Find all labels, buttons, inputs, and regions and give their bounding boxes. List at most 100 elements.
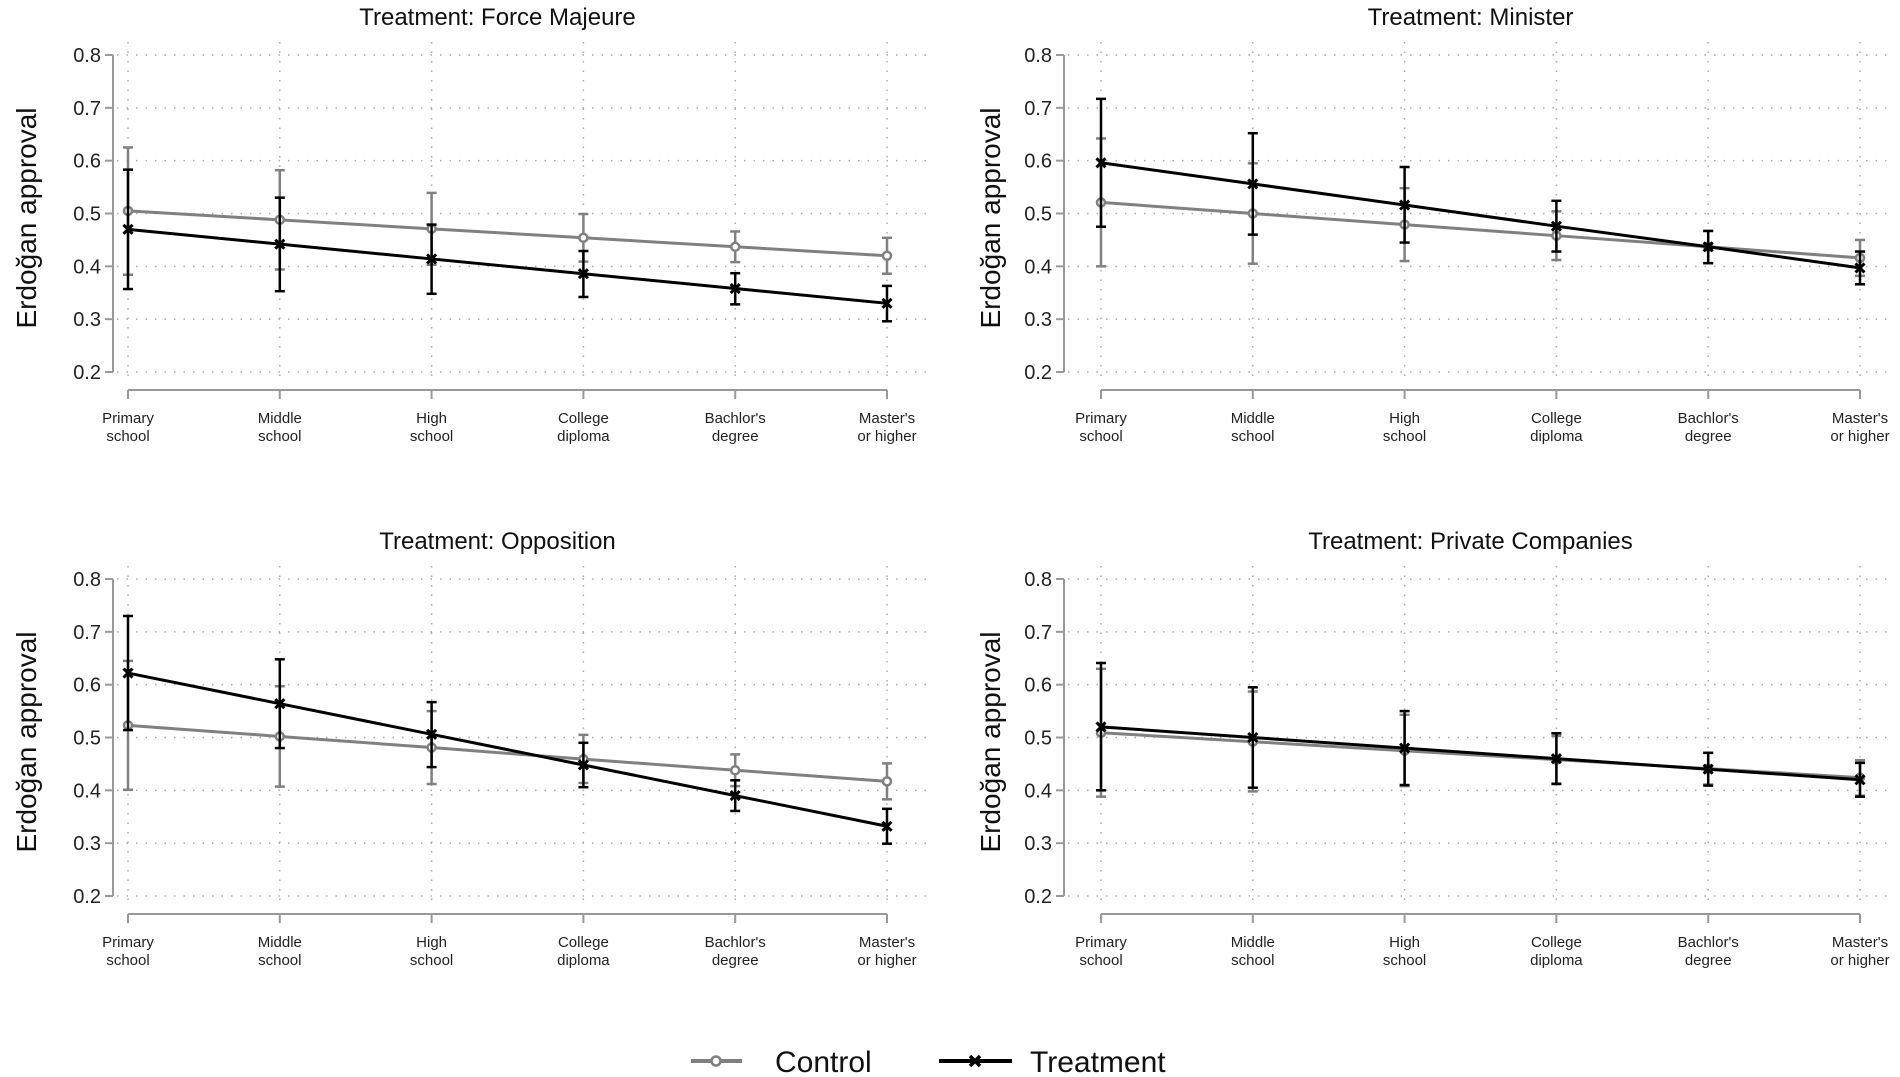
x-tick-label: diploma bbox=[557, 428, 610, 445]
data-point bbox=[274, 698, 286, 710]
y-tick-label: 0.7 bbox=[1024, 98, 1052, 120]
chart-panel: Treatment: Opposition Erdoğan approval 0.2… bbox=[11, 528, 927, 969]
x-tick-label: degree bbox=[1685, 952, 1732, 969]
x-tick-label: Master's bbox=[859, 410, 915, 427]
y-tick-label: 0.8 bbox=[73, 569, 101, 591]
x-tick-label: degree bbox=[712, 428, 759, 445]
x-tick-label: Primary bbox=[1075, 410, 1127, 427]
x-tick-label: or higher bbox=[857, 952, 916, 969]
x-tick-label: College bbox=[1531, 934, 1582, 951]
y-axis-label: Erdoğan approval bbox=[975, 107, 1006, 328]
series-control bbox=[122, 659, 893, 801]
x-tick-label: school bbox=[1383, 952, 1426, 969]
y-tick-label: 0.6 bbox=[1024, 675, 1052, 697]
legend-treatment-label: Treatment bbox=[1030, 1046, 1166, 1077]
y-tick-label: 0.7 bbox=[73, 98, 101, 120]
y-tick-label: 0.8 bbox=[1024, 569, 1052, 591]
panel-title: Treatment: Opposition bbox=[379, 528, 616, 555]
y-tick-label: 0.8 bbox=[1024, 45, 1052, 67]
x-tick-label: Primary bbox=[1075, 934, 1127, 951]
x-tick-label: diploma bbox=[557, 952, 610, 969]
x-tick-label: High bbox=[416, 410, 447, 427]
data-point bbox=[274, 238, 286, 250]
x-tick-label: school bbox=[1383, 428, 1426, 445]
series-line bbox=[127, 671, 888, 828]
series-line bbox=[1100, 200, 1861, 260]
data-point bbox=[1247, 178, 1259, 190]
x-tick-label: Bachlor's bbox=[705, 934, 766, 951]
y-tick-label: 0.4 bbox=[73, 256, 101, 278]
x-tick-label: Middle bbox=[1231, 934, 1275, 951]
y-tick-label: 0.7 bbox=[73, 622, 101, 644]
series-treatment bbox=[122, 168, 893, 323]
x-tick-label: Bachlor's bbox=[705, 410, 766, 427]
x-tick-label: school bbox=[410, 952, 453, 969]
y-tick-label: 0.7 bbox=[1024, 622, 1052, 644]
y-tick-label: 0.3 bbox=[1024, 309, 1052, 331]
series-treatment bbox=[122, 614, 893, 845]
series-line bbox=[127, 209, 888, 258]
y-tick-label: 0.4 bbox=[1024, 780, 1052, 802]
y-tick-label: 0.3 bbox=[73, 309, 101, 331]
y-tick-label: 0.6 bbox=[73, 675, 101, 697]
x-tick-label: Primary bbox=[102, 410, 154, 427]
y-axis-label: Erdoğan approval bbox=[11, 631, 42, 852]
y-tick-label: 0.3 bbox=[73, 833, 101, 855]
y-tick-label: 0.2 bbox=[73, 886, 101, 908]
y-tick-label: 0.8 bbox=[73, 45, 101, 67]
legend: Control Treatment bbox=[691, 1046, 1166, 1077]
data-point bbox=[122, 667, 134, 679]
y-tick-label: 0.5 bbox=[73, 204, 101, 226]
x-tick-label: school bbox=[410, 428, 453, 445]
data-point bbox=[1550, 753, 1562, 765]
x-tick-label: or higher bbox=[857, 428, 916, 445]
panel-title: Treatment: Minister bbox=[1368, 4, 1574, 31]
y-tick-label: 0.4 bbox=[73, 780, 101, 802]
x-tick-label: school bbox=[106, 428, 149, 445]
x-tick-label: school bbox=[1079, 952, 1122, 969]
data-point bbox=[1550, 220, 1562, 232]
data-point bbox=[881, 776, 893, 787]
series-treatment bbox=[1095, 661, 1866, 798]
x-tick-label: diploma bbox=[1530, 428, 1583, 445]
chart-panel: Treatment: Force Majeure Erdoğan approval… bbox=[11, 4, 927, 445]
data-point bbox=[1702, 241, 1714, 253]
series-line bbox=[127, 227, 888, 305]
x-tick-label: Master's bbox=[859, 934, 915, 951]
series-control bbox=[122, 146, 893, 277]
x-tick-label: school bbox=[1231, 952, 1274, 969]
x-tick-label: school bbox=[106, 952, 149, 969]
x-tick-label: or higher bbox=[1830, 428, 1889, 445]
data-point bbox=[1095, 157, 1107, 169]
series-control bbox=[1095, 667, 1866, 798]
panel-title: Treatment: Force Majeure bbox=[359, 4, 636, 31]
data-point bbox=[578, 232, 589, 244]
data-point bbox=[1702, 763, 1714, 775]
x-tick-label: degree bbox=[1685, 428, 1732, 445]
series-line bbox=[1100, 161, 1861, 270]
x-tick-label: High bbox=[1389, 410, 1420, 427]
series-treatment bbox=[1095, 97, 1866, 286]
legend-treatment-marker bbox=[968, 1054, 982, 1068]
data-point bbox=[426, 728, 438, 740]
data-point bbox=[1854, 262, 1866, 274]
y-tick-label: 0.3 bbox=[1024, 833, 1052, 855]
x-tick-label: or higher bbox=[1830, 952, 1889, 969]
data-point bbox=[881, 297, 893, 309]
y-tick-label: 0.2 bbox=[73, 362, 101, 384]
data-point bbox=[577, 268, 589, 280]
y-tick-label: 0.6 bbox=[73, 151, 101, 173]
data-point bbox=[577, 759, 589, 771]
data-point bbox=[426, 253, 438, 265]
legend-control-marker bbox=[710, 1055, 722, 1067]
y-tick-label: 0.5 bbox=[1024, 728, 1052, 750]
x-tick-label: College bbox=[558, 410, 609, 427]
x-tick-label: College bbox=[558, 934, 609, 951]
chart-panel: Treatment: Minister Erdoğan approval 0.2 0.… bbox=[975, 4, 1890, 445]
x-tick-label: High bbox=[1389, 934, 1420, 951]
x-tick-label: Master's bbox=[1832, 934, 1888, 951]
x-tick-label: degree bbox=[712, 952, 759, 969]
data-point bbox=[729, 282, 741, 295]
x-tick-label: Master's bbox=[1832, 410, 1888, 427]
x-tick-label: school bbox=[258, 428, 301, 445]
